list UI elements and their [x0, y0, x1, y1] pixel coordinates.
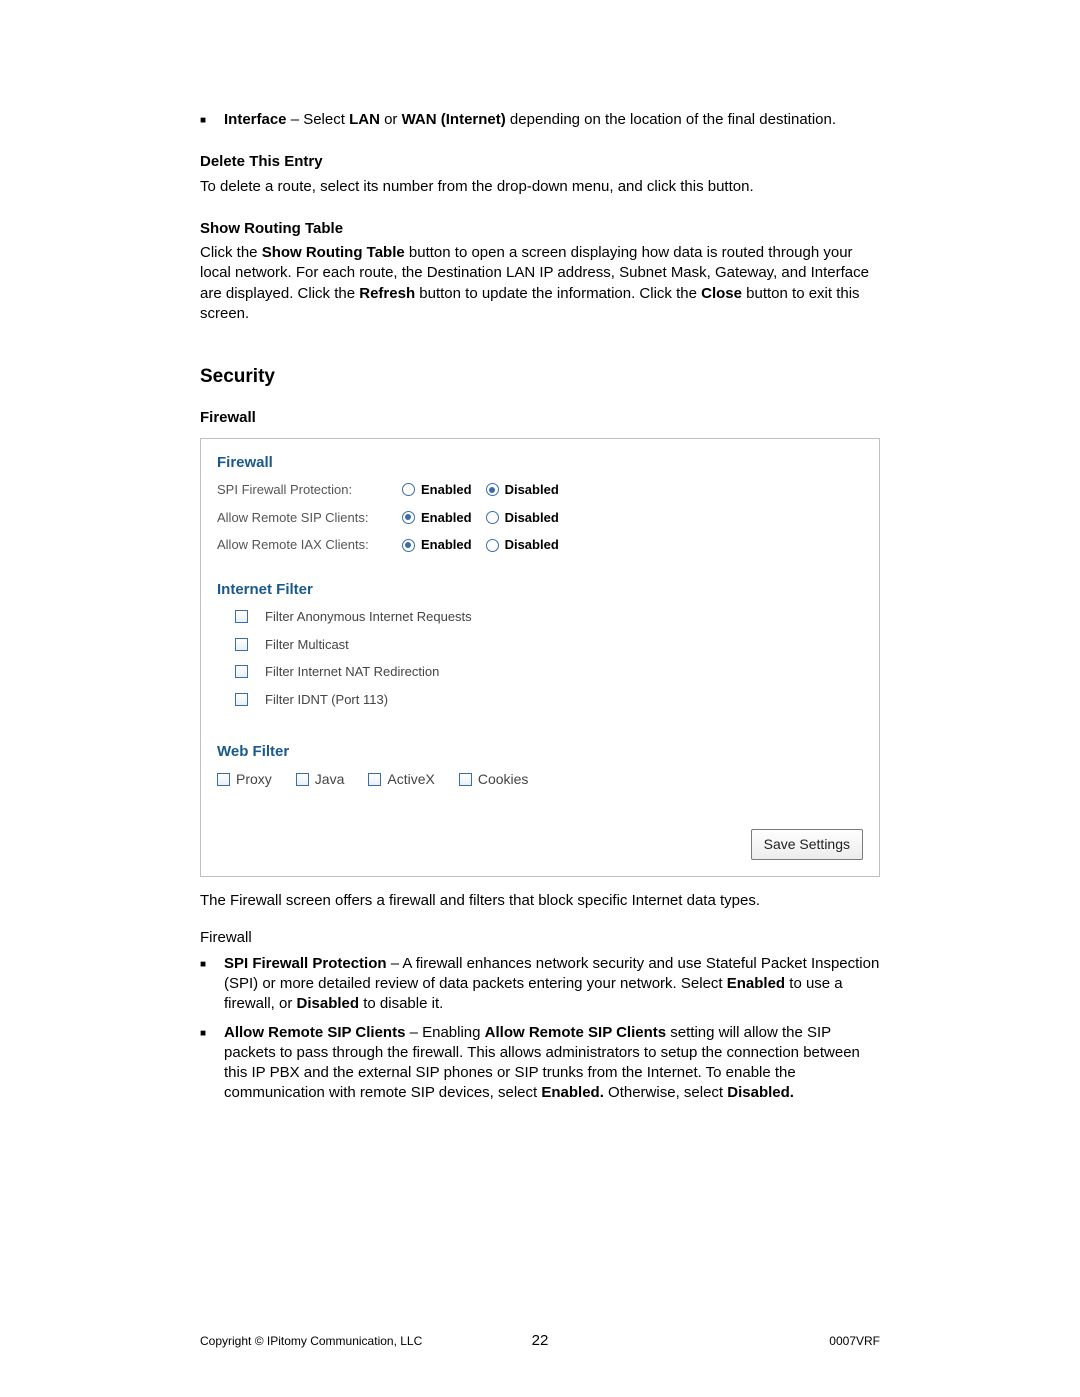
footer-page: 22	[532, 1331, 549, 1351]
firewall-word: Firewall	[200, 928, 880, 948]
sip-enabled-radio[interactable]	[402, 511, 415, 524]
filter-multicast-checkbox[interactable]	[235, 638, 248, 651]
square-bullet-icon: ■	[200, 1023, 224, 1104]
spi-label: SPI Firewall Protection:	[217, 481, 402, 499]
close-bold: Close	[701, 285, 742, 302]
filter-label: Filter Anonymous Internet Requests	[265, 608, 472, 626]
iax-row: Allow Remote IAX Clients: Enabled Disabl…	[217, 536, 863, 554]
cookies-checkbox[interactable]	[459, 773, 472, 786]
enabled-label: Enabled	[421, 509, 472, 527]
page-footer: Copyright © IPitomy Communication, LLC 2…	[200, 1333, 880, 1349]
refresh-bold: Refresh	[359, 285, 415, 302]
enabled-bold: Enabled	[727, 975, 785, 992]
panel-title-firewall: Firewall	[217, 453, 863, 473]
wf-proxy: Proxy	[217, 770, 272, 789]
txt: Click the	[200, 244, 262, 261]
sip-disabled-radio[interactable]	[486, 511, 499, 524]
lan-bold: LAN	[349, 111, 380, 128]
enabled-label: Enabled	[421, 481, 472, 499]
disabled-bold: Disabled.	[727, 1084, 794, 1101]
spi-bullet-text: SPI Firewall Protection – A firewall enh…	[224, 954, 880, 1015]
delete-entry-heading: Delete This Entry	[200, 152, 880, 172]
arsc-bold: Allow Remote SIP Clients	[485, 1024, 666, 1041]
enabled-label: Enabled	[421, 536, 472, 554]
routing-table-body: Click the Show Routing Table button to o…	[200, 243, 880, 324]
square-bullet-icon: ■	[200, 954, 224, 1015]
txt: button to update the information. Click …	[415, 285, 701, 302]
filter-row-1: Filter Multicast	[217, 636, 863, 654]
spi-row: SPI Firewall Protection: Enabled Disable…	[217, 481, 863, 499]
filter-row-3: Filter IDNT (Port 113)	[217, 691, 863, 709]
sip-row: Allow Remote SIP Clients: Enabled Disabl…	[217, 509, 863, 527]
delete-entry-body: To delete a route, select its number fro…	[200, 177, 880, 197]
iax-disabled-radio[interactable]	[486, 539, 499, 552]
java-checkbox[interactable]	[296, 773, 309, 786]
filter-label: Filter Internet NAT Redirection	[265, 663, 439, 681]
disabled-bold: Disabled	[297, 995, 360, 1012]
square-bullet-icon: ■	[200, 110, 224, 130]
filter-nat-checkbox[interactable]	[235, 665, 248, 678]
wf-label: ActiveX	[387, 770, 434, 789]
sip-bullet: ■ Allow Remote SIP Clients – Enabling Al…	[200, 1023, 880, 1104]
txt: depending on the location of the final d…	[506, 111, 836, 128]
filter-anon-checkbox[interactable]	[235, 610, 248, 623]
security-heading: Security	[200, 364, 880, 390]
wf-activex: ActiveX	[368, 770, 434, 789]
save-row: Save Settings	[217, 829, 863, 860]
web-filter-row: Proxy Java ActiveX Cookies	[217, 770, 863, 789]
wf-label: Java	[315, 770, 345, 789]
panel-title-inet: Internet Filter	[217, 580, 863, 600]
iax-enabled-radio[interactable]	[402, 539, 415, 552]
after-panel-text: The Firewall screen offers a firewall an…	[200, 891, 880, 911]
proxy-checkbox[interactable]	[217, 773, 230, 786]
filter-idnt-checkbox[interactable]	[235, 693, 248, 706]
show-routing-bold: Show Routing Table	[262, 244, 405, 261]
interface-lead: Interface	[224, 111, 287, 128]
txt: – Select	[287, 111, 350, 128]
enabled-bold: Enabled.	[541, 1084, 604, 1101]
routing-table-heading: Show Routing Table	[200, 219, 880, 239]
lead: SPI Firewall Protection	[224, 955, 387, 972]
sip-bullet-text: Allow Remote SIP Clients – Enabling Allo…	[224, 1023, 880, 1104]
lead: Allow Remote SIP Clients	[224, 1024, 405, 1041]
spi-enabled-radio[interactable]	[402, 483, 415, 496]
wf-label: Proxy	[236, 770, 272, 789]
wf-label: Cookies	[478, 770, 529, 789]
sip-label: Allow Remote SIP Clients:	[217, 509, 402, 527]
iax-label: Allow Remote IAX Clients:	[217, 536, 402, 554]
filter-row-0: Filter Anonymous Internet Requests	[217, 608, 863, 626]
disabled-label: Disabled	[505, 536, 559, 554]
footer-left: Copyright © IPitomy Communication, LLC	[200, 1333, 422, 1349]
panel-title-web: Web Filter	[217, 742, 863, 762]
filter-row-2: Filter Internet NAT Redirection	[217, 663, 863, 681]
firewall-subheading: Firewall	[200, 408, 880, 428]
wf-cookies: Cookies	[459, 770, 529, 789]
txt: to disable it.	[359, 995, 443, 1012]
disabled-label: Disabled	[505, 509, 559, 527]
save-settings-button[interactable]: Save Settings	[751, 829, 863, 860]
filter-label: Filter Multicast	[265, 636, 349, 654]
firewall-panel: Firewall SPI Firewall Protection: Enable…	[200, 438, 880, 877]
interface-bullet-text: Interface – Select LAN or WAN (Internet)…	[224, 110, 880, 130]
disabled-label: Disabled	[505, 481, 559, 499]
txt: – Enabling	[405, 1024, 484, 1041]
wf-java: Java	[296, 770, 345, 789]
activex-checkbox[interactable]	[368, 773, 381, 786]
wan-bold: WAN (Internet)	[402, 111, 506, 128]
txt: Otherwise, select	[604, 1084, 727, 1101]
page-root: ■ Interface – Select LAN or WAN (Interne…	[0, 0, 1080, 1397]
footer-right: 0007VRF	[829, 1333, 880, 1349]
txt: or	[380, 111, 402, 128]
filter-label: Filter IDNT (Port 113)	[265, 691, 388, 709]
interface-bullet: ■ Interface – Select LAN or WAN (Interne…	[200, 110, 880, 130]
spi-bullet: ■ SPI Firewall Protection – A firewall e…	[200, 954, 880, 1015]
spi-disabled-radio[interactable]	[486, 483, 499, 496]
